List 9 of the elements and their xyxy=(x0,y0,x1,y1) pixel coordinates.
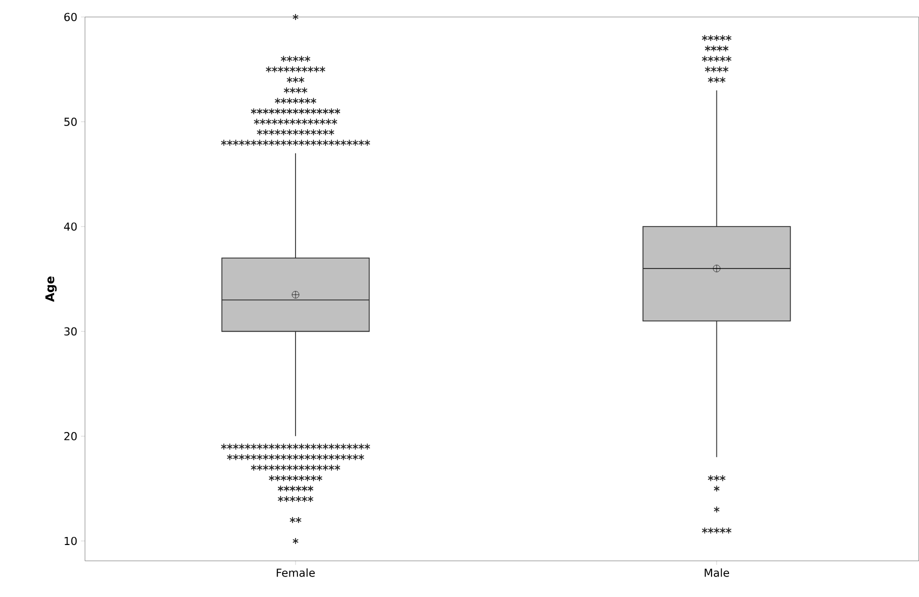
y-tick-label: 10 xyxy=(64,536,77,546)
x-tick-label: Male xyxy=(704,568,730,577)
x-tick-label: Female xyxy=(276,568,315,577)
y-tick-label: 60 xyxy=(64,12,77,22)
y-tick-label: 30 xyxy=(64,327,77,336)
y-tick-label: 40 xyxy=(64,222,77,231)
y-axis-title: Age xyxy=(45,276,57,302)
y-tick-label: 20 xyxy=(64,432,77,440)
y-tick-label: 50 xyxy=(64,118,77,126)
